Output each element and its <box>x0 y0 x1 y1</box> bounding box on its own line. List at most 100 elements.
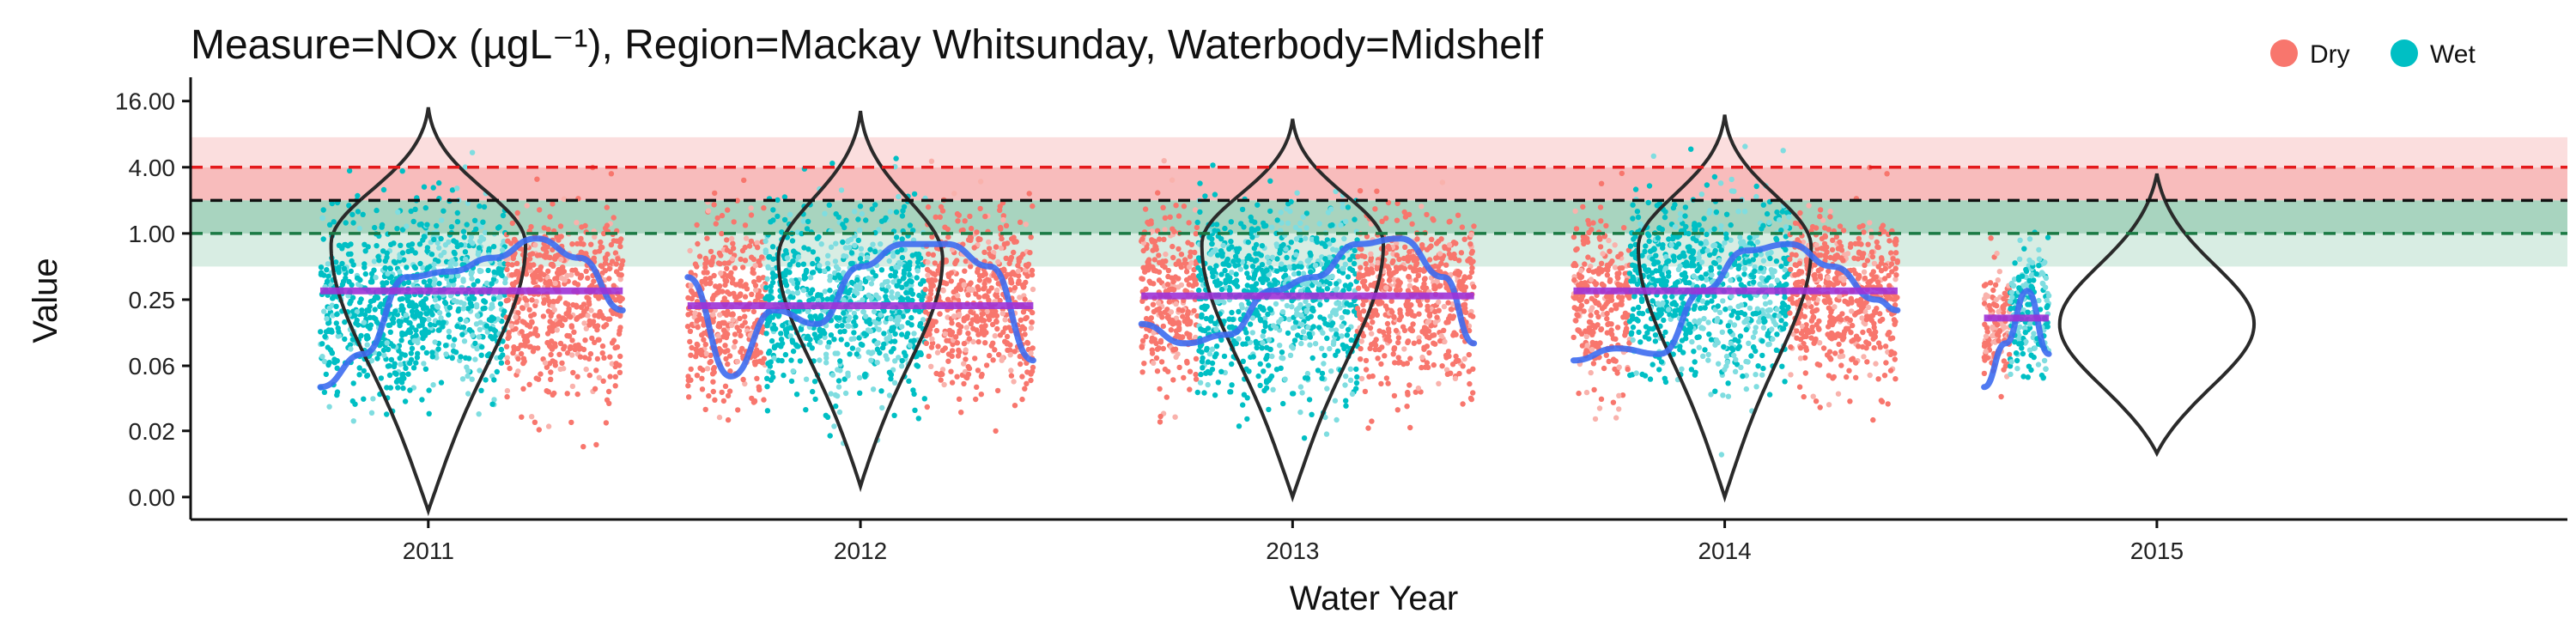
data-point <box>526 256 533 262</box>
data-point <box>701 322 707 328</box>
data-point <box>965 371 972 378</box>
data-point <box>1406 283 1413 289</box>
data-point <box>531 312 538 318</box>
data-point <box>860 308 866 315</box>
data-point <box>348 298 354 304</box>
data-point <box>477 319 483 325</box>
data-point <box>350 220 356 226</box>
data-point <box>976 277 983 283</box>
data-point <box>893 209 900 216</box>
data-point <box>1249 217 1255 224</box>
data-point <box>1176 307 1182 313</box>
data-point <box>1230 258 1236 264</box>
data-point <box>519 414 525 420</box>
data-point <box>812 313 818 319</box>
data-point <box>1448 370 1454 376</box>
data-point <box>1252 270 1258 276</box>
data-point <box>541 253 547 259</box>
data-point <box>1368 266 1375 272</box>
data-point <box>1363 367 1370 373</box>
data-point <box>524 338 531 344</box>
data-point <box>490 244 497 250</box>
data-point <box>899 357 905 364</box>
data-point <box>869 206 875 212</box>
data-point <box>552 343 558 349</box>
data-point <box>938 204 945 210</box>
data-point <box>1023 222 1030 228</box>
data-point <box>1406 274 1413 280</box>
data-point <box>891 338 898 344</box>
data-point <box>825 252 831 258</box>
data-point <box>699 386 706 392</box>
data-point <box>1284 254 1290 261</box>
data-point <box>594 355 601 362</box>
data-point <box>1317 314 1323 320</box>
data-point <box>1139 337 1146 343</box>
data-point <box>453 261 459 267</box>
data-point <box>794 280 801 286</box>
data-point <box>544 388 550 394</box>
data-point <box>348 268 354 275</box>
data-point <box>1260 277 1266 284</box>
data-point <box>591 255 597 261</box>
data-point <box>556 319 563 325</box>
data-point <box>397 254 403 260</box>
data-point <box>814 235 821 241</box>
data-point <box>585 275 591 282</box>
data-point <box>803 376 810 382</box>
data-point <box>607 354 613 360</box>
data-point <box>1000 216 1006 223</box>
data-point <box>565 301 571 307</box>
data-point <box>1270 386 1276 392</box>
data-point <box>1413 286 1420 292</box>
data-point <box>413 360 419 366</box>
data-point <box>889 289 895 295</box>
data-point <box>1139 276 1145 282</box>
data-point <box>468 271 474 277</box>
data-point <box>571 329 577 335</box>
data-point <box>1297 384 1304 390</box>
data-point <box>845 317 852 323</box>
data-point <box>504 266 510 273</box>
data-point <box>907 343 913 349</box>
data-point <box>1434 314 1440 320</box>
data-point <box>423 349 430 356</box>
data-point <box>986 246 993 252</box>
data-point <box>876 227 882 233</box>
data-point <box>522 343 529 349</box>
data-point <box>598 312 605 319</box>
data-point <box>706 392 712 399</box>
data-point <box>1145 219 1151 226</box>
data-point <box>933 327 940 334</box>
data-point <box>712 190 718 197</box>
data-point <box>982 293 989 299</box>
data-point <box>501 308 507 314</box>
data-point <box>392 308 398 314</box>
data-point <box>1024 339 1030 346</box>
data-point <box>1188 319 1194 325</box>
data-point <box>349 211 355 218</box>
data-point <box>901 275 907 281</box>
data-point <box>783 251 790 257</box>
data-point <box>870 386 877 392</box>
data-point <box>1357 188 1364 194</box>
data-point <box>805 218 811 225</box>
data-point <box>613 361 619 367</box>
data-point <box>497 294 503 300</box>
data-point <box>1437 283 1443 289</box>
data-point <box>949 320 955 326</box>
data-point <box>748 212 755 218</box>
data-point <box>925 272 931 278</box>
data-point <box>1155 190 1161 196</box>
data-point <box>838 337 844 343</box>
data-point <box>497 301 504 307</box>
data-point <box>1145 306 1151 312</box>
data-point <box>1226 246 1232 252</box>
data-point <box>853 314 859 320</box>
data-point <box>1218 368 1224 374</box>
data-point <box>837 329 843 335</box>
data-point <box>823 360 829 366</box>
data-point <box>1369 418 1375 424</box>
data-point <box>497 355 503 361</box>
data-point <box>951 191 957 197</box>
